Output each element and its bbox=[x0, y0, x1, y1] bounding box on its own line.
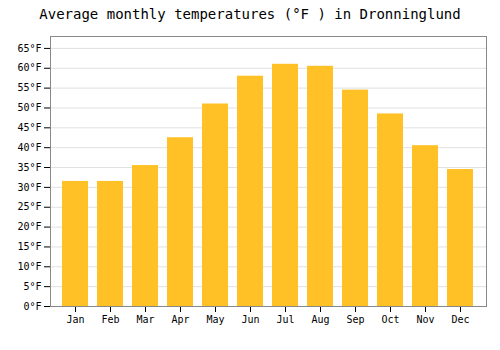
svg-text:15°F: 15°F bbox=[17, 241, 41, 252]
svg-text:Dec: Dec bbox=[451, 314, 469, 325]
svg-text:45°F: 45°F bbox=[17, 122, 41, 133]
html-text:Average monthly temperatures (: Average monthly temperatures (°F ) in Dr… bbox=[39, 6, 461, 22]
svg-text:0°F: 0°F bbox=[23, 301, 41, 312]
svg-text:Oct: Oct bbox=[381, 314, 399, 325]
svg-text:Aug: Aug bbox=[311, 314, 329, 325]
svg-text:Mar: Mar bbox=[136, 314, 154, 325]
svg-text:Feb: Feb bbox=[101, 314, 119, 325]
svg-text:10°F: 10°F bbox=[17, 261, 41, 272]
svg-text:55°F: 55°F bbox=[17, 82, 41, 93]
svg-text:50°F: 50°F bbox=[17, 102, 41, 113]
svg-text:Jun: Jun bbox=[241, 314, 259, 325]
svg-text:25°F: 25°F bbox=[17, 201, 41, 212]
svg-text:65°F: 65°F bbox=[17, 43, 41, 54]
svg-text:30°F: 30°F bbox=[17, 182, 41, 193]
svg-text:60°F: 60°F bbox=[17, 62, 41, 73]
svg-text:May: May bbox=[206, 314, 224, 325]
svg-text:Jul: Jul bbox=[276, 314, 294, 325]
svg-text:Jan: Jan bbox=[66, 314, 84, 325]
svg-text:Apr: Apr bbox=[171, 314, 189, 325]
svg-text:Nov: Nov bbox=[416, 314, 434, 325]
svg-text:5°F: 5°F bbox=[23, 281, 41, 292]
svg-text:35°F: 35°F bbox=[17, 162, 41, 173]
svg-text:40°F: 40°F bbox=[17, 142, 41, 153]
svg-text:Sep: Sep bbox=[346, 314, 364, 325]
svg-text:20°F: 20°F bbox=[17, 221, 41, 232]
